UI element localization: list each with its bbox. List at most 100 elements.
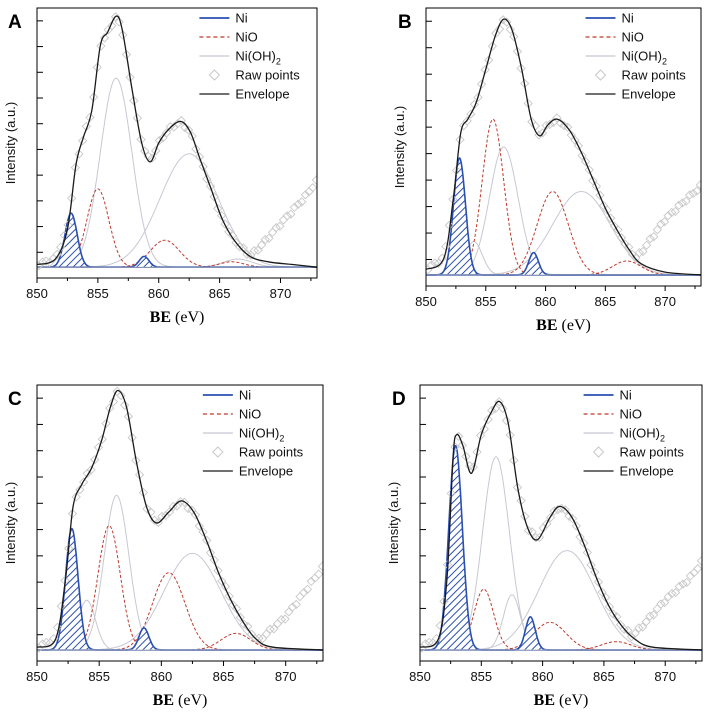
raw-point [588, 175, 598, 186]
raw-point [220, 219, 230, 229]
raw-point [586, 560, 596, 570]
raw-point [308, 183, 317, 193]
x-tick-label: 850 [415, 294, 437, 309]
raw-point [205, 548, 216, 558]
raw-point [487, 405, 497, 416]
raw-point [455, 135, 465, 145]
raw-point [677, 198, 688, 208]
raw-point [579, 538, 589, 548]
raw-point [553, 505, 563, 515]
raw-point [663, 211, 673, 221]
raw-point [568, 514, 578, 524]
raw-point [90, 454, 100, 465]
x-tick-label: 855 [470, 669, 492, 684]
raw-point [107, 21, 117, 31]
raw-point [555, 118, 566, 128]
raw-point [71, 492, 81, 502]
raw-point [136, 134, 146, 145]
raw-point [674, 200, 684, 210]
raw-point [688, 188, 698, 199]
raw-point [261, 629, 272, 639]
raw-point [86, 465, 96, 475]
legend-item-ni: Ni [583, 388, 632, 403]
legend-item-nio: NiO [585, 30, 644, 45]
legend-item-nioh: Ni(OH)2 [583, 426, 665, 444]
legend-label: Ni [622, 11, 634, 26]
raw-point [37, 257, 48, 267]
raw-point [459, 121, 469, 131]
raw-point [114, 17, 124, 27]
legend-label: Raw points [622, 68, 687, 83]
panel-letter: B [398, 12, 412, 33]
raw-point [101, 418, 111, 429]
x-axis-label: BE (eV) [150, 309, 205, 326]
raw-point [426, 265, 433, 275]
ni-area-1 [426, 158, 701, 275]
legend-label: Ni(OH)2 [235, 49, 280, 67]
legend-label: NiO [622, 30, 644, 45]
raw-point [250, 634, 260, 644]
raw-point [685, 571, 695, 581]
legend-item-env: Envelope [202, 464, 293, 479]
y-axis-label: Intensity (a.u.) [3, 102, 18, 184]
legend-item-ni: Ni [585, 11, 634, 26]
raw-point [645, 611, 655, 621]
raw-point [183, 125, 194, 135]
raw-point [527, 527, 537, 537]
raw-point [235, 612, 245, 623]
raw-point [641, 240, 652, 250]
legend-item-nioh: Ni(OH)2 [199, 49, 281, 67]
x-tick-label: 855 [88, 669, 110, 684]
raw-point [659, 217, 670, 227]
x-tick-label: 860 [148, 286, 170, 301]
raw-point [116, 390, 126, 401]
raw-point [602, 205, 612, 215]
x-tick-label: 865 [209, 286, 231, 301]
legend-label: NiO [235, 30, 257, 45]
raw-point [490, 404, 501, 414]
raw-point [656, 219, 666, 229]
raw-point [667, 588, 677, 599]
raw-point [502, 17, 512, 27]
raw-point [545, 512, 556, 523]
raw-point [606, 213, 616, 223]
raw-point [169, 122, 179, 132]
legend-label: NiO [239, 407, 261, 422]
raw-point [110, 12, 121, 22]
raw-point [420, 643, 427, 653]
raw-point [85, 112, 95, 123]
raw-point [158, 133, 168, 143]
legend-swatch [592, 446, 605, 458]
x-tick-label: 855 [87, 286, 109, 301]
raw-point [573, 141, 584, 151]
raw-point [108, 397, 119, 407]
raw-point [648, 610, 659, 620]
raw-point [634, 248, 645, 258]
raw-point [682, 577, 692, 588]
raw-point [439, 596, 449, 607]
panel-D: 850 855 860 865 870 BE (eV) Intensity (a.u.) D N… [386, 384, 703, 709]
raw-point [450, 442, 460, 452]
raw-point [217, 576, 227, 586]
legend-item-raw: Raw points [594, 68, 687, 83]
raw-point [74, 149, 84, 159]
raw-point [123, 411, 134, 422]
raw-point [276, 614, 286, 625]
raw-point [505, 430, 515, 440]
raw-point [681, 196, 691, 206]
raw-point [205, 181, 216, 191]
raw-point [531, 533, 541, 543]
raw-point [575, 532, 585, 542]
raw-point [590, 567, 600, 577]
axes-frame [36, 384, 324, 662]
raw-point [663, 592, 673, 602]
raw-point [213, 565, 223, 576]
y-axis-label: Intensity (a.u.) [392, 106, 407, 188]
raw-point [512, 482, 523, 492]
legend-item-raw: Raw points [592, 445, 684, 460]
raw-point [249, 246, 259, 256]
raw-point [176, 115, 186, 126]
raw-point [626, 632, 637, 642]
raw-point [487, 41, 497, 51]
